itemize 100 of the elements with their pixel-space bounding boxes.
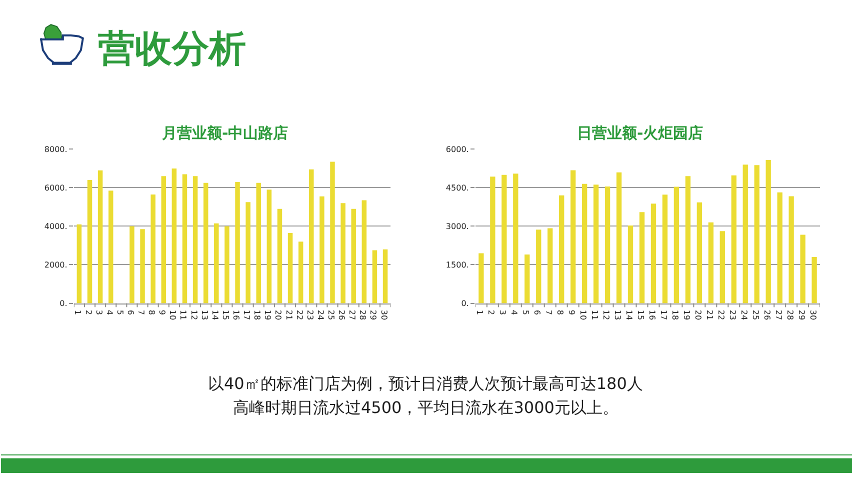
y-tick-label: 3000.	[446, 222, 469, 232]
y-tick-label: 4500.	[446, 184, 469, 193]
bar	[490, 176, 496, 304]
x-tick-label: 28	[358, 310, 368, 320]
bar	[639, 212, 645, 304]
x-tick-label: 2	[84, 310, 93, 315]
bar	[788, 196, 794, 304]
x-tick-label: 11	[590, 310, 600, 320]
bar	[192, 176, 198, 304]
bar	[662, 194, 668, 304]
bar	[650, 204, 656, 304]
x-tick-label: 9	[567, 310, 576, 315]
x-tick-label: 6	[532, 310, 542, 315]
x-tick-label: 12	[602, 310, 611, 320]
bar	[754, 165, 760, 304]
bar	[172, 168, 177, 304]
bar	[731, 175, 736, 304]
x-tick-label: 20	[693, 310, 702, 320]
text: 营收分析	[98, 27, 246, 70]
bar	[340, 203, 346, 304]
x-tick-label: 22	[716, 310, 726, 320]
x-tick-label: 14	[210, 310, 220, 320]
x-tick-label: 7	[136, 310, 146, 315]
bar	[559, 195, 564, 304]
bar	[309, 169, 314, 304]
bar	[98, 170, 103, 304]
text: 以40㎡的标准门店为例，预计日消费人次预计最高可达180人	[208, 374, 643, 393]
bar	[130, 226, 134, 304]
x-tick-label: 19	[682, 310, 691, 320]
bar	[203, 182, 208, 304]
x-tick-label: 14	[624, 310, 634, 320]
bar	[582, 184, 588, 304]
bar	[288, 232, 293, 304]
bar	[161, 176, 166, 304]
text: 高峰时期日流水过4500，平均日流水在3000元以上。	[233, 398, 618, 417]
x-tick-label: 5	[521, 310, 530, 315]
y-tick-label: 6000.	[446, 145, 469, 154]
x-tick-label: 3	[94, 310, 104, 315]
x-tick-label: 20	[274, 310, 283, 320]
x-tick-label: 15	[636, 310, 645, 320]
x-tick-label: 30	[379, 310, 388, 320]
bar	[298, 242, 304, 304]
x-tick-label: 6	[126, 310, 135, 315]
bar	[593, 184, 599, 304]
x-tick-label: 10	[578, 310, 588, 320]
bar	[502, 174, 507, 304]
y-tick-label: 2000.	[44, 260, 68, 270]
bar	[696, 202, 702, 304]
x-tick-label: 27	[348, 310, 357, 320]
chart-title: 日营业额-火炬园店	[577, 124, 704, 142]
x-tick-label: 13	[200, 310, 209, 320]
bar	[766, 160, 771, 304]
bar	[674, 186, 680, 304]
bar	[708, 222, 714, 304]
bar	[330, 162, 335, 304]
x-tick-label: 7	[544, 310, 554, 315]
bar	[742, 164, 748, 304]
bar	[372, 250, 378, 304]
x-tick-label: 21	[704, 310, 714, 320]
bar	[76, 224, 82, 304]
bar	[266, 190, 272, 304]
x-tick-label: 9	[158, 310, 167, 315]
bar	[548, 228, 553, 304]
x-tick-label: 13	[613, 310, 622, 320]
bar	[235, 182, 240, 304]
bar	[108, 190, 114, 304]
x-tick-label: 18	[252, 310, 262, 320]
x-tick-label: 19	[263, 310, 272, 320]
x-tick-label: 17	[242, 310, 252, 320]
bar	[570, 170, 576, 304]
x-tick-label: 1	[73, 310, 82, 315]
x-tick-label: 29	[368, 310, 378, 320]
bar	[224, 226, 230, 304]
bar	[513, 174, 518, 304]
bar	[150, 194, 156, 304]
bar	[685, 176, 691, 304]
bar	[87, 180, 92, 304]
x-tick-label: 21	[284, 310, 294, 320]
bar	[604, 186, 610, 304]
x-tick-label: 26	[762, 310, 772, 320]
bar	[382, 249, 388, 304]
x-tick-label: 28	[785, 310, 794, 320]
x-tick-label: 16	[232, 310, 241, 320]
x-tick-label: 3	[498, 310, 508, 315]
x-tick-label: 10	[168, 310, 178, 320]
bar	[616, 172, 622, 304]
x-tick-label: 5	[115, 310, 124, 315]
x-tick-label: 18	[670, 310, 680, 320]
x-tick-label: 8	[147, 310, 156, 315]
x-tick-label: 24	[316, 310, 325, 320]
bar	[628, 225, 634, 304]
x-tick-label: 16	[647, 310, 656, 320]
bar	[214, 223, 219, 304]
y-tick-label: 0.	[461, 299, 469, 308]
x-tick-label: 25	[326, 310, 336, 320]
bar	[277, 208, 282, 304]
bar	[362, 200, 367, 304]
x-tick-label: 8	[556, 310, 565, 315]
y-tick-label: 6000.	[44, 184, 68, 193]
bar	[524, 254, 530, 304]
